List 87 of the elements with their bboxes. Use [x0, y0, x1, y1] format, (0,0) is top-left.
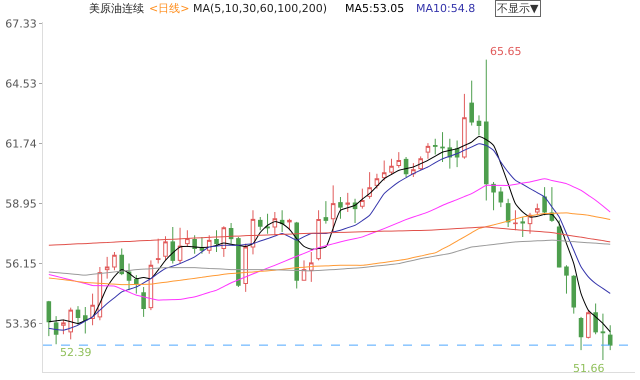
candlestick: [396, 152, 402, 168]
candlestick: [374, 173, 380, 190]
candlestick: [513, 210, 518, 231]
candlestick: [462, 93, 467, 160]
candlestick: [76, 306, 80, 326]
candlestick: [411, 162, 416, 178]
candlestick: [338, 196, 343, 220]
candlestick: [535, 203, 540, 216]
candlestick: [119, 248, 124, 276]
candlestick: [440, 132, 445, 162]
line-series: [48, 178, 611, 301]
chart-subtitle: <日线>: [149, 2, 190, 15]
y-tick-label: 56.15: [5, 257, 37, 270]
text: 不显示▼: [497, 2, 539, 15]
candlestick: [520, 216, 526, 238]
candlestick: [192, 234, 197, 254]
candlestick: [243, 243, 248, 292]
candlestick: [382, 160, 386, 181]
candlestick: [324, 200, 328, 224]
candlestick: [506, 198, 510, 228]
candlestick: [141, 286, 146, 318]
y-tick-label: 67.33: [5, 17, 37, 30]
y-tick-label: 58.95: [5, 197, 37, 210]
candlestick: [280, 210, 284, 232]
candlestick: [316, 210, 321, 261]
candlestick: [491, 181, 496, 211]
candlestick: [432, 138, 438, 155]
line-series: [48, 240, 611, 276]
candlestick: [156, 238, 160, 264]
candlestick: [542, 186, 547, 216]
candlestick: [476, 114, 482, 136]
candlestick: [206, 234, 212, 254]
candlestick: [163, 236, 168, 261]
candlestick: [214, 230, 219, 252]
text: MA5:53.05: [345, 2, 404, 15]
candlestick: [178, 227, 182, 264]
candlestick: [104, 256, 110, 280]
candlestick: [345, 192, 350, 213]
candlestick: [258, 216, 263, 231]
candlestick: [600, 313, 606, 360]
annotation: 65.65: [490, 45, 522, 58]
candlestick: [389, 158, 394, 175]
candlestick: [330, 184, 336, 232]
candlestick: [404, 156, 408, 178]
chart-title: 美原油连续: [89, 2, 144, 15]
candlestick: [426, 142, 430, 160]
candlestick: [185, 230, 190, 248]
candlestick: [593, 303, 598, 335]
candlestick: [608, 324, 612, 351]
y-tick-label: 64.53: [5, 77, 37, 90]
candlestick: [498, 186, 504, 208]
candlestick: [200, 236, 204, 254]
annotation: 51.66: [573, 362, 604, 375]
candlestick: [46, 300, 52, 337]
candlestick: [54, 316, 58, 345]
candlestick: [586, 310, 591, 339]
candlestick: [61, 318, 66, 335]
candlestick: [564, 264, 569, 294]
y-tick-label: 53.36: [5, 317, 37, 330]
line-series: [48, 226, 611, 246]
candlestick: [265, 213, 270, 234]
line-series: [48, 212, 611, 286]
candlestick: [571, 274, 576, 314]
text: MA(5,10,30,60,100,200): [193, 2, 328, 15]
annotation: 52.39: [60, 346, 92, 359]
candlestick: [360, 188, 365, 210]
candlestick: [126, 263, 132, 291]
candlestick: [309, 251, 314, 282]
candlestick: [170, 226, 176, 264]
candlestick: [302, 260, 306, 281]
candlestick: [352, 198, 358, 224]
candlestick: [68, 307, 73, 340]
candlestick: [287, 218, 292, 231]
candlestick: [112, 251, 117, 271]
candlestick: [484, 59, 489, 201]
candlestick: [556, 220, 562, 268]
candlestick: [250, 210, 256, 255]
candlestick: [83, 306, 88, 334]
text: MA10:54.8: [416, 2, 476, 15]
candlestick: [578, 316, 584, 351]
candlestick: [236, 236, 241, 288]
candlestick: [272, 212, 278, 236]
candlestick: [134, 274, 139, 294]
y-tick-label: 61.74: [5, 137, 37, 150]
candlestick: [367, 172, 372, 200]
candlestick: [90, 293, 95, 326]
candlestick: [469, 80, 474, 126]
